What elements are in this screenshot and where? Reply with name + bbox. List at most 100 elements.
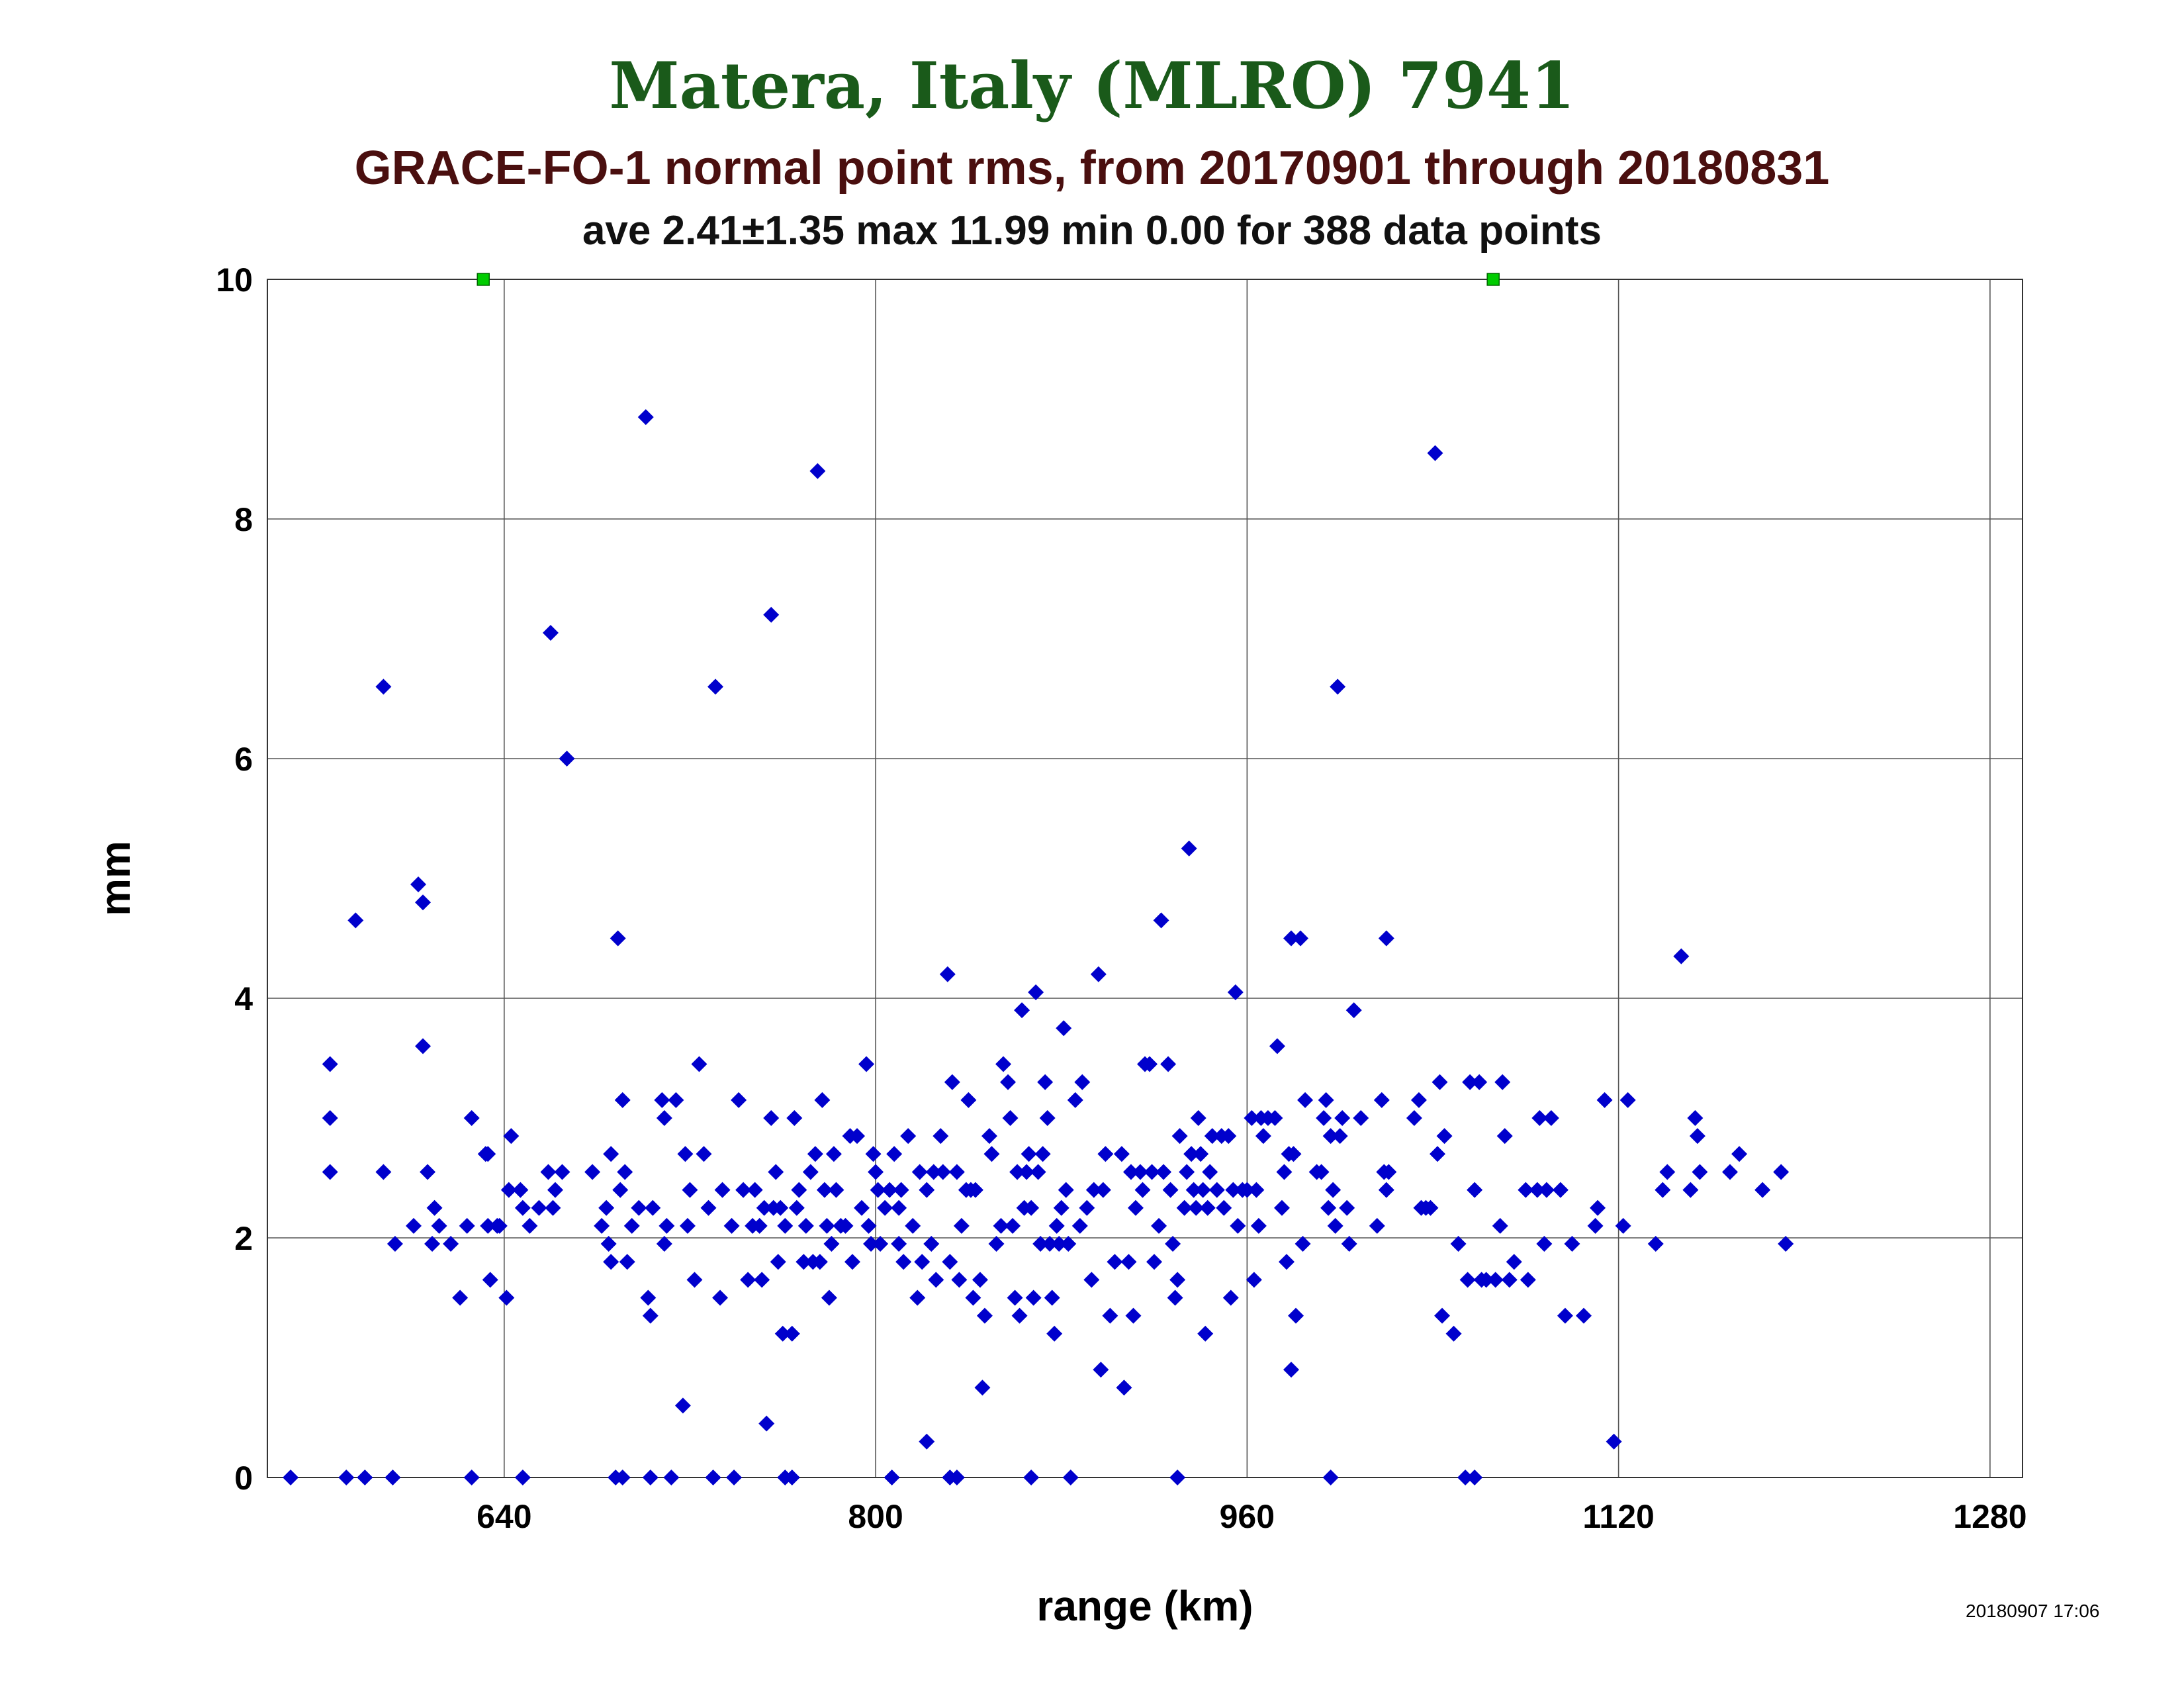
data-point xyxy=(933,1128,949,1145)
data-point xyxy=(617,1164,633,1180)
data-point xyxy=(1151,1217,1167,1234)
x-tick-label: 1280 xyxy=(1953,1498,2026,1535)
data-point xyxy=(891,1236,907,1252)
data-point xyxy=(819,1217,835,1234)
data-point xyxy=(1278,1254,1295,1270)
data-point xyxy=(707,679,724,695)
data-point xyxy=(960,1092,977,1108)
data-point xyxy=(828,1182,844,1198)
data-point xyxy=(322,1164,338,1180)
data-point xyxy=(993,1217,1009,1234)
data-point xyxy=(1102,1307,1118,1324)
data-point xyxy=(714,1182,731,1198)
data-point xyxy=(1332,1128,1348,1145)
data-point xyxy=(1318,1092,1334,1108)
data-point xyxy=(1179,1164,1195,1180)
data-point xyxy=(1518,1182,1534,1198)
data-point xyxy=(858,1056,875,1072)
data-point xyxy=(1334,1110,1351,1126)
data-point xyxy=(1030,1164,1046,1180)
data-point xyxy=(1005,1217,1021,1234)
data-point xyxy=(1023,1470,1040,1485)
data-point xyxy=(1142,1056,1158,1072)
data-point xyxy=(542,624,559,641)
data-point xyxy=(1531,1110,1548,1126)
data-point xyxy=(637,409,654,426)
data-point xyxy=(682,1182,698,1198)
data-point xyxy=(768,1164,784,1180)
data-point xyxy=(1093,1362,1109,1378)
data-point xyxy=(1044,1289,1060,1306)
data-point xyxy=(995,1056,1012,1072)
data-point xyxy=(1659,1164,1676,1180)
data-point xyxy=(1244,1110,1260,1126)
data-point xyxy=(410,876,427,893)
data-point xyxy=(482,1272,498,1288)
data-point xyxy=(1113,1146,1130,1162)
data-point xyxy=(1619,1092,1636,1108)
data-point xyxy=(1146,1254,1163,1270)
data-point xyxy=(443,1236,459,1252)
data-point xyxy=(886,1146,903,1162)
data-point xyxy=(1202,1164,1218,1180)
data-point xyxy=(610,930,626,947)
data-point xyxy=(763,606,780,623)
data-point xyxy=(1048,1217,1065,1234)
data-point xyxy=(1722,1164,1738,1180)
data-point xyxy=(1283,1362,1299,1378)
data-point xyxy=(1378,930,1394,947)
data-point xyxy=(491,1217,508,1234)
data-point xyxy=(972,1272,988,1288)
data-point xyxy=(679,1217,696,1234)
data-point xyxy=(1410,1092,1427,1108)
data-point xyxy=(654,1092,670,1108)
data-point xyxy=(640,1289,657,1306)
data-point xyxy=(821,1289,837,1306)
data-point xyxy=(1216,1199,1232,1216)
clipped-point-marker xyxy=(477,273,490,286)
data-point xyxy=(677,1146,694,1162)
data-point xyxy=(1225,1182,1242,1198)
data-point xyxy=(1471,1074,1488,1090)
y-tick-label: 2 xyxy=(234,1220,253,1257)
data-point xyxy=(1127,1199,1144,1216)
data-point xyxy=(1432,1074,1448,1090)
data-point xyxy=(1021,1146,1037,1162)
data-point xyxy=(777,1217,794,1234)
data-point xyxy=(1060,1236,1077,1252)
data-point xyxy=(1494,1074,1511,1090)
data-point xyxy=(375,1164,392,1180)
x-tick-label: 640 xyxy=(477,1498,531,1535)
timestamp: 20180907 17:06 xyxy=(1966,1601,2100,1621)
data-point xyxy=(1689,1128,1706,1145)
data-point xyxy=(1169,1272,1186,1288)
data-point xyxy=(844,1254,860,1270)
data-point xyxy=(522,1217,538,1234)
data-point xyxy=(540,1164,557,1180)
data-point xyxy=(1222,1289,1239,1306)
data-point xyxy=(774,1325,791,1342)
data-point xyxy=(1255,1128,1271,1145)
data-point xyxy=(1248,1182,1265,1198)
data-point xyxy=(1230,1217,1246,1234)
data-point xyxy=(868,1164,884,1180)
data-point xyxy=(1339,1199,1355,1216)
data-point xyxy=(594,1217,610,1234)
data-point xyxy=(1153,912,1169,929)
data-point xyxy=(1199,1199,1216,1216)
data-point xyxy=(854,1199,870,1216)
data-point xyxy=(480,1217,496,1234)
data-point xyxy=(797,1217,814,1234)
data-point xyxy=(1369,1217,1385,1234)
data-point xyxy=(796,1254,812,1270)
data-point xyxy=(1487,1272,1504,1288)
data-point xyxy=(900,1128,917,1145)
data-point xyxy=(816,1182,833,1198)
data-point xyxy=(614,1092,631,1108)
data-point xyxy=(1095,1182,1111,1198)
y-tick-label: 8 xyxy=(234,501,253,538)
data-point xyxy=(459,1217,475,1234)
x-tick-label: 1120 xyxy=(1582,1498,1654,1535)
data-point xyxy=(825,1146,842,1162)
data-point xyxy=(559,751,575,767)
